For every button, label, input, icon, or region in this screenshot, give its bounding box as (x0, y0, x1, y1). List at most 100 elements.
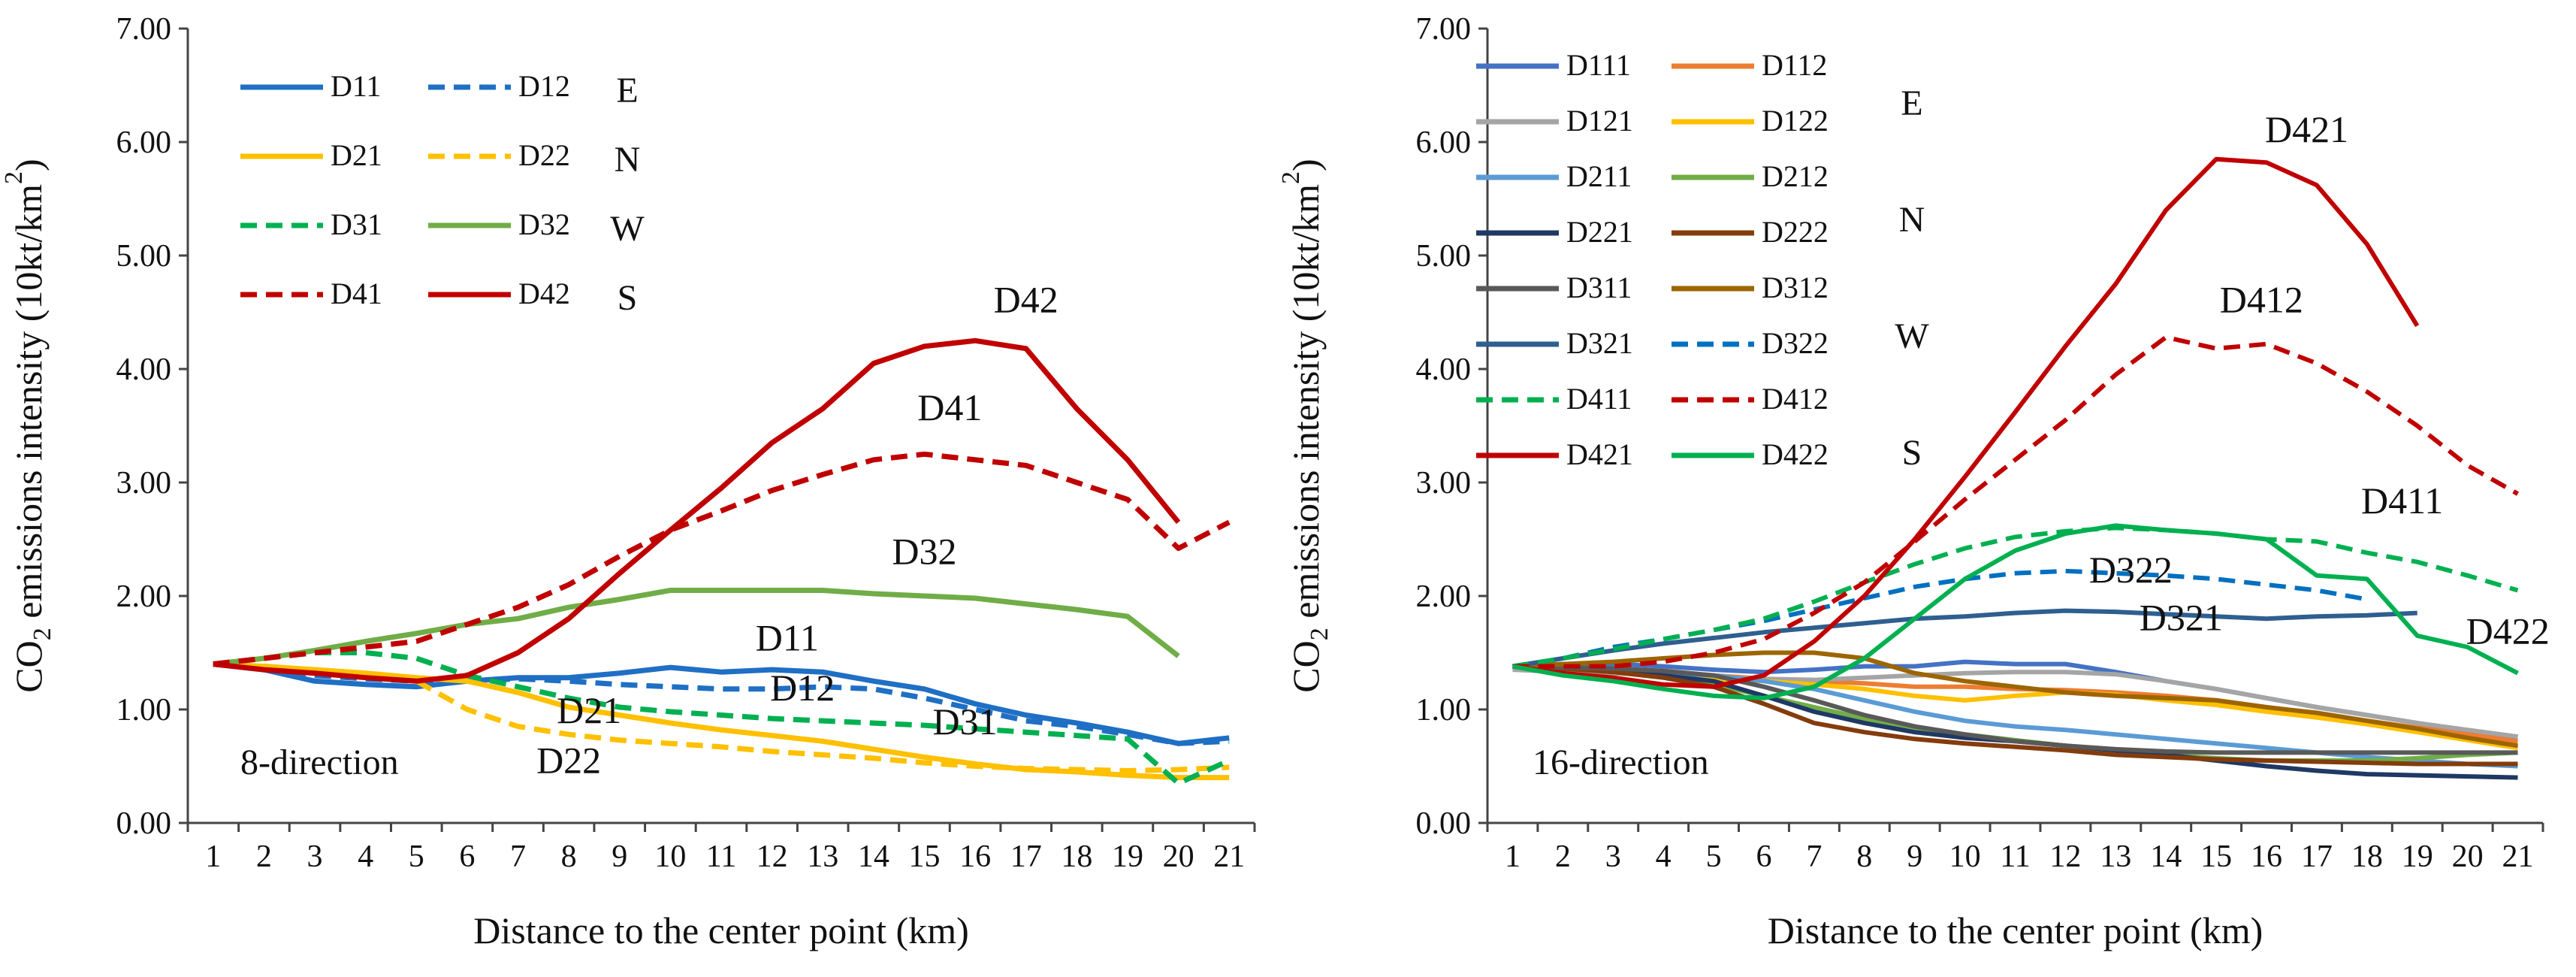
y-tick-label: 5.00 (1416, 239, 1472, 274)
x-axis-title: Distance to the center point (km) (1768, 909, 2263, 951)
y-tick-label: 0.00 (1416, 806, 1472, 841)
x-tick-label: 5 (1706, 839, 1722, 874)
legend-label-d222: D222 (1762, 215, 1829, 249)
y-tick-label: 2.00 (1416, 579, 1472, 614)
legend-label-d21: D21 (331, 138, 382, 172)
legend-label-d32: D32 (518, 207, 570, 241)
x-tick-label: 12 (2049, 839, 2081, 874)
y-axis-title-part: emissions intensity (10kt/km (8, 184, 50, 628)
x-tick-label: 2 (1555, 839, 1571, 874)
x-tick-label: 21 (1213, 839, 1245, 874)
direction-label-n: N (1899, 200, 1925, 240)
y-tick-label: 2.00 (116, 579, 172, 614)
x-tick-label: 6 (459, 839, 475, 874)
legend-label-d11: D11 (331, 69, 381, 103)
legend-label-d412: D412 (1762, 382, 1829, 416)
x-tick-label: 19 (2402, 839, 2433, 874)
series-line-d322 (1512, 568, 2368, 669)
corner-label: 16-direction (1533, 743, 1709, 782)
y-axis-title-part: 2 (1306, 628, 1333, 640)
legend-label-d321: D321 (1566, 326, 1633, 360)
y-axis-title-part: ) (8, 159, 50, 171)
legend-label-d42: D42 (518, 277, 570, 310)
y-tick-label: 6.00 (116, 126, 172, 160)
y-tick-label: 3.00 (116, 466, 172, 501)
x-tick-label: 10 (654, 839, 686, 874)
y-tick-label: 1.00 (1416, 693, 1472, 727)
x-tick-label: 17 (2301, 839, 2333, 874)
legend-label-d211: D211 (1566, 159, 1632, 193)
y-tick-label: 7.00 (1416, 12, 1472, 47)
x-tick-label: 7 (1806, 839, 1822, 874)
y-axis-title-part: CO (1285, 640, 1327, 692)
x-tick-label: 1 (1505, 839, 1521, 874)
series-line-d321 (1512, 608, 2417, 669)
series-line-d41 (213, 451, 1231, 667)
annotation-d411: D411 (2361, 479, 2443, 522)
x-tick-label: 19 (1112, 839, 1143, 874)
y-axis-title: CO2 emissions intensity (10kt/km2) (0, 159, 56, 692)
annotation-d422: D422 (2466, 609, 2550, 652)
annotation-d412: D412 (2220, 279, 2303, 321)
x-tick-label: 17 (1010, 839, 1042, 874)
y-tick-label: 6.00 (1416, 126, 1472, 160)
annotation-d42: D42 (994, 279, 1058, 321)
annotation-d11: D11 (756, 616, 819, 658)
direction-label-s: S (618, 278, 638, 318)
series-line-d311 (1512, 664, 2518, 755)
y-tick-label: 4.00 (116, 352, 172, 387)
legend-label-d12: D12 (518, 69, 570, 103)
legend: D111 D112 D121 D122 D211 D212 D221 D222 D311 D312… (1476, 48, 1929, 473)
direction-label-e: E (616, 71, 638, 110)
x-tick-label: 10 (1949, 839, 1981, 874)
legend-label-d112: D112 (1762, 48, 1827, 82)
direction-label-n: N (615, 140, 641, 180)
legend-label-d411: D411 (1566, 382, 1632, 416)
legend-label-d212: D212 (1762, 159, 1829, 193)
x-tick-label: 12 (756, 839, 788, 874)
x-tick-label: 8 (561, 839, 577, 874)
series-line-d412 (1512, 334, 2519, 669)
series-line-d32 (213, 588, 1180, 667)
y-tick-label: 4.00 (1416, 352, 1472, 387)
x-tick-label: 18 (2351, 839, 2383, 874)
annotation-d12: D12 (770, 667, 835, 709)
y-axis-title-part: CO (8, 640, 50, 692)
series-line-d22 (213, 661, 1230, 773)
legend-label-d322: D322 (1762, 326, 1829, 360)
legend-label-d31: D31 (331, 207, 382, 241)
direction-label-w: W (1895, 316, 1929, 356)
series-line-d11 (213, 661, 1230, 746)
x-tick-label: 8 (1856, 839, 1872, 874)
chart-8-direction: 0.001.002.003.004.005.006.007.001 2 3 4 5 6 7 8… (0, 12, 1256, 951)
x-tick-label: 3 (307, 839, 323, 874)
y-tick-label: 0.00 (116, 806, 172, 841)
chart-16-direction: 0.001.002.003.004.005.006.007.001 2 3 4 5 6 7 8… (1277, 12, 2550, 951)
legend-label-d122: D122 (1762, 104, 1829, 138)
x-tick-label: 20 (2452, 839, 2484, 874)
x-tick-label: 9 (612, 839, 627, 874)
corner-label: 8-direction (240, 743, 399, 782)
annotation-d41: D41 (917, 386, 982, 428)
y-axis-title-part: emissions intensity (10kt/km (1285, 184, 1327, 628)
y-axis-title: CO2 emissions intensity (10kt/km2) (1277, 159, 1333, 692)
annotation-d32: D32 (892, 531, 956, 573)
direction-label-e: E (1901, 83, 1922, 123)
legend-label-d221: D221 (1566, 215, 1633, 249)
x-tick-label: 13 (807, 839, 838, 874)
x-tick-label: 18 (1061, 839, 1092, 874)
x-tick-label: 4 (358, 839, 373, 874)
x-axis-title: Distance to the center point (km) (473, 909, 969, 951)
x-tick-label: 20 (1163, 839, 1194, 874)
y-tick-label: 7.00 (116, 12, 172, 47)
series-line-d42 (213, 337, 1181, 684)
y-axis-title-part: ) (1285, 159, 1327, 171)
x-tick-label: 2 (256, 839, 272, 874)
direction-label-s: S (1902, 433, 1922, 473)
x-tick-label: 15 (908, 839, 940, 874)
x-tick-label: 3 (1605, 839, 1621, 874)
annotation-d31: D31 (933, 700, 998, 743)
annotation-d321: D321 (2140, 596, 2223, 638)
x-tick-label: 11 (706, 839, 736, 874)
